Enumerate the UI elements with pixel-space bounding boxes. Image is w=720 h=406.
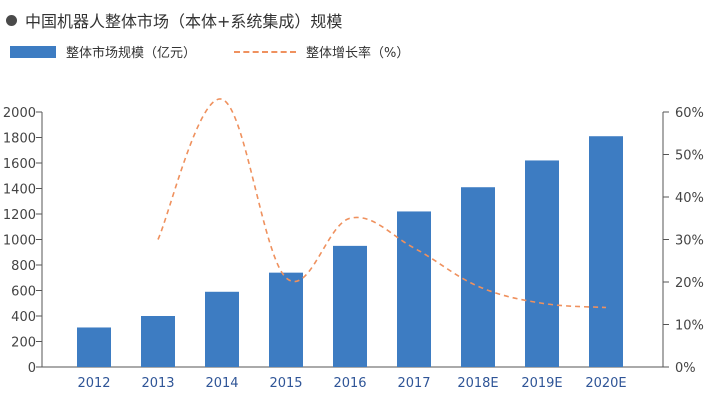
y-right-tick-label: 60%	[675, 106, 704, 121]
legend-item-bar: 整体市场规模（亿元）	[10, 42, 196, 61]
y-left-tick-label: 800	[11, 259, 36, 274]
chart-title-row: 中国机器人整体市场（本体+系统集成）规模	[6, 8, 342, 32]
bar	[77, 327, 111, 367]
x-tick-label: 2014	[205, 376, 238, 391]
bar	[461, 187, 495, 367]
y-left-tick-label: 200	[11, 336, 36, 351]
bar-swatch-icon	[10, 45, 56, 58]
y-left-tick-label: 600	[11, 285, 36, 300]
x-tick-label: 2013	[141, 376, 174, 391]
x-tick-label: 2018E	[457, 376, 498, 391]
x-tick-label: 2012	[77, 376, 110, 391]
chart-title: 中国机器人整体市场（本体+系统集成）规模	[25, 12, 343, 31]
x-tick-label: 2020E	[585, 376, 626, 391]
y-right-tick-label: 10%	[675, 319, 704, 334]
y-right-tick-label: 50%	[675, 149, 704, 164]
y-right-tick-label: 20%	[675, 276, 704, 291]
y-left-tick-label: 1000	[3, 234, 36, 249]
bar	[397, 211, 431, 367]
x-tick-label: 2017	[397, 376, 430, 391]
bar	[589, 136, 623, 367]
y-left-tick-label: 1200	[3, 208, 36, 223]
y-right-tick-label: 0%	[675, 361, 696, 376]
legend-item-line: 整体增长率（%）	[234, 42, 409, 61]
y-right-tick-label: 40%	[675, 191, 704, 206]
growth-rate-line	[157, 98, 607, 309]
bar	[141, 316, 175, 367]
legend-bar-label: 整体市场规模（亿元）	[66, 46, 197, 61]
y-left-tick-label: 0	[28, 361, 36, 376]
x-tick-label: 2015	[269, 376, 302, 391]
bar	[269, 272, 303, 367]
y-left-tick-label: 2000	[3, 106, 36, 121]
y-left-tick-label: 1800	[3, 132, 36, 147]
bar	[333, 245, 367, 367]
legend-line-label: 整体增长率（%）	[306, 46, 410, 61]
legend: 整体市场规模（亿元） 整体增长率（%）	[10, 42, 409, 61]
bar	[525, 160, 559, 367]
dashed-line-swatch-icon	[234, 50, 297, 53]
x-tick-label: 2016	[333, 376, 366, 391]
y-left-tick-label: 1600	[3, 157, 36, 172]
y-left-tick-label: 1400	[3, 183, 36, 198]
bar	[205, 291, 239, 367]
x-tick-label: 2019E	[521, 376, 562, 391]
y-left-tick-label: 400	[11, 310, 36, 325]
bullet-icon	[6, 14, 17, 26]
y-right-tick-label: 30%	[675, 234, 704, 249]
